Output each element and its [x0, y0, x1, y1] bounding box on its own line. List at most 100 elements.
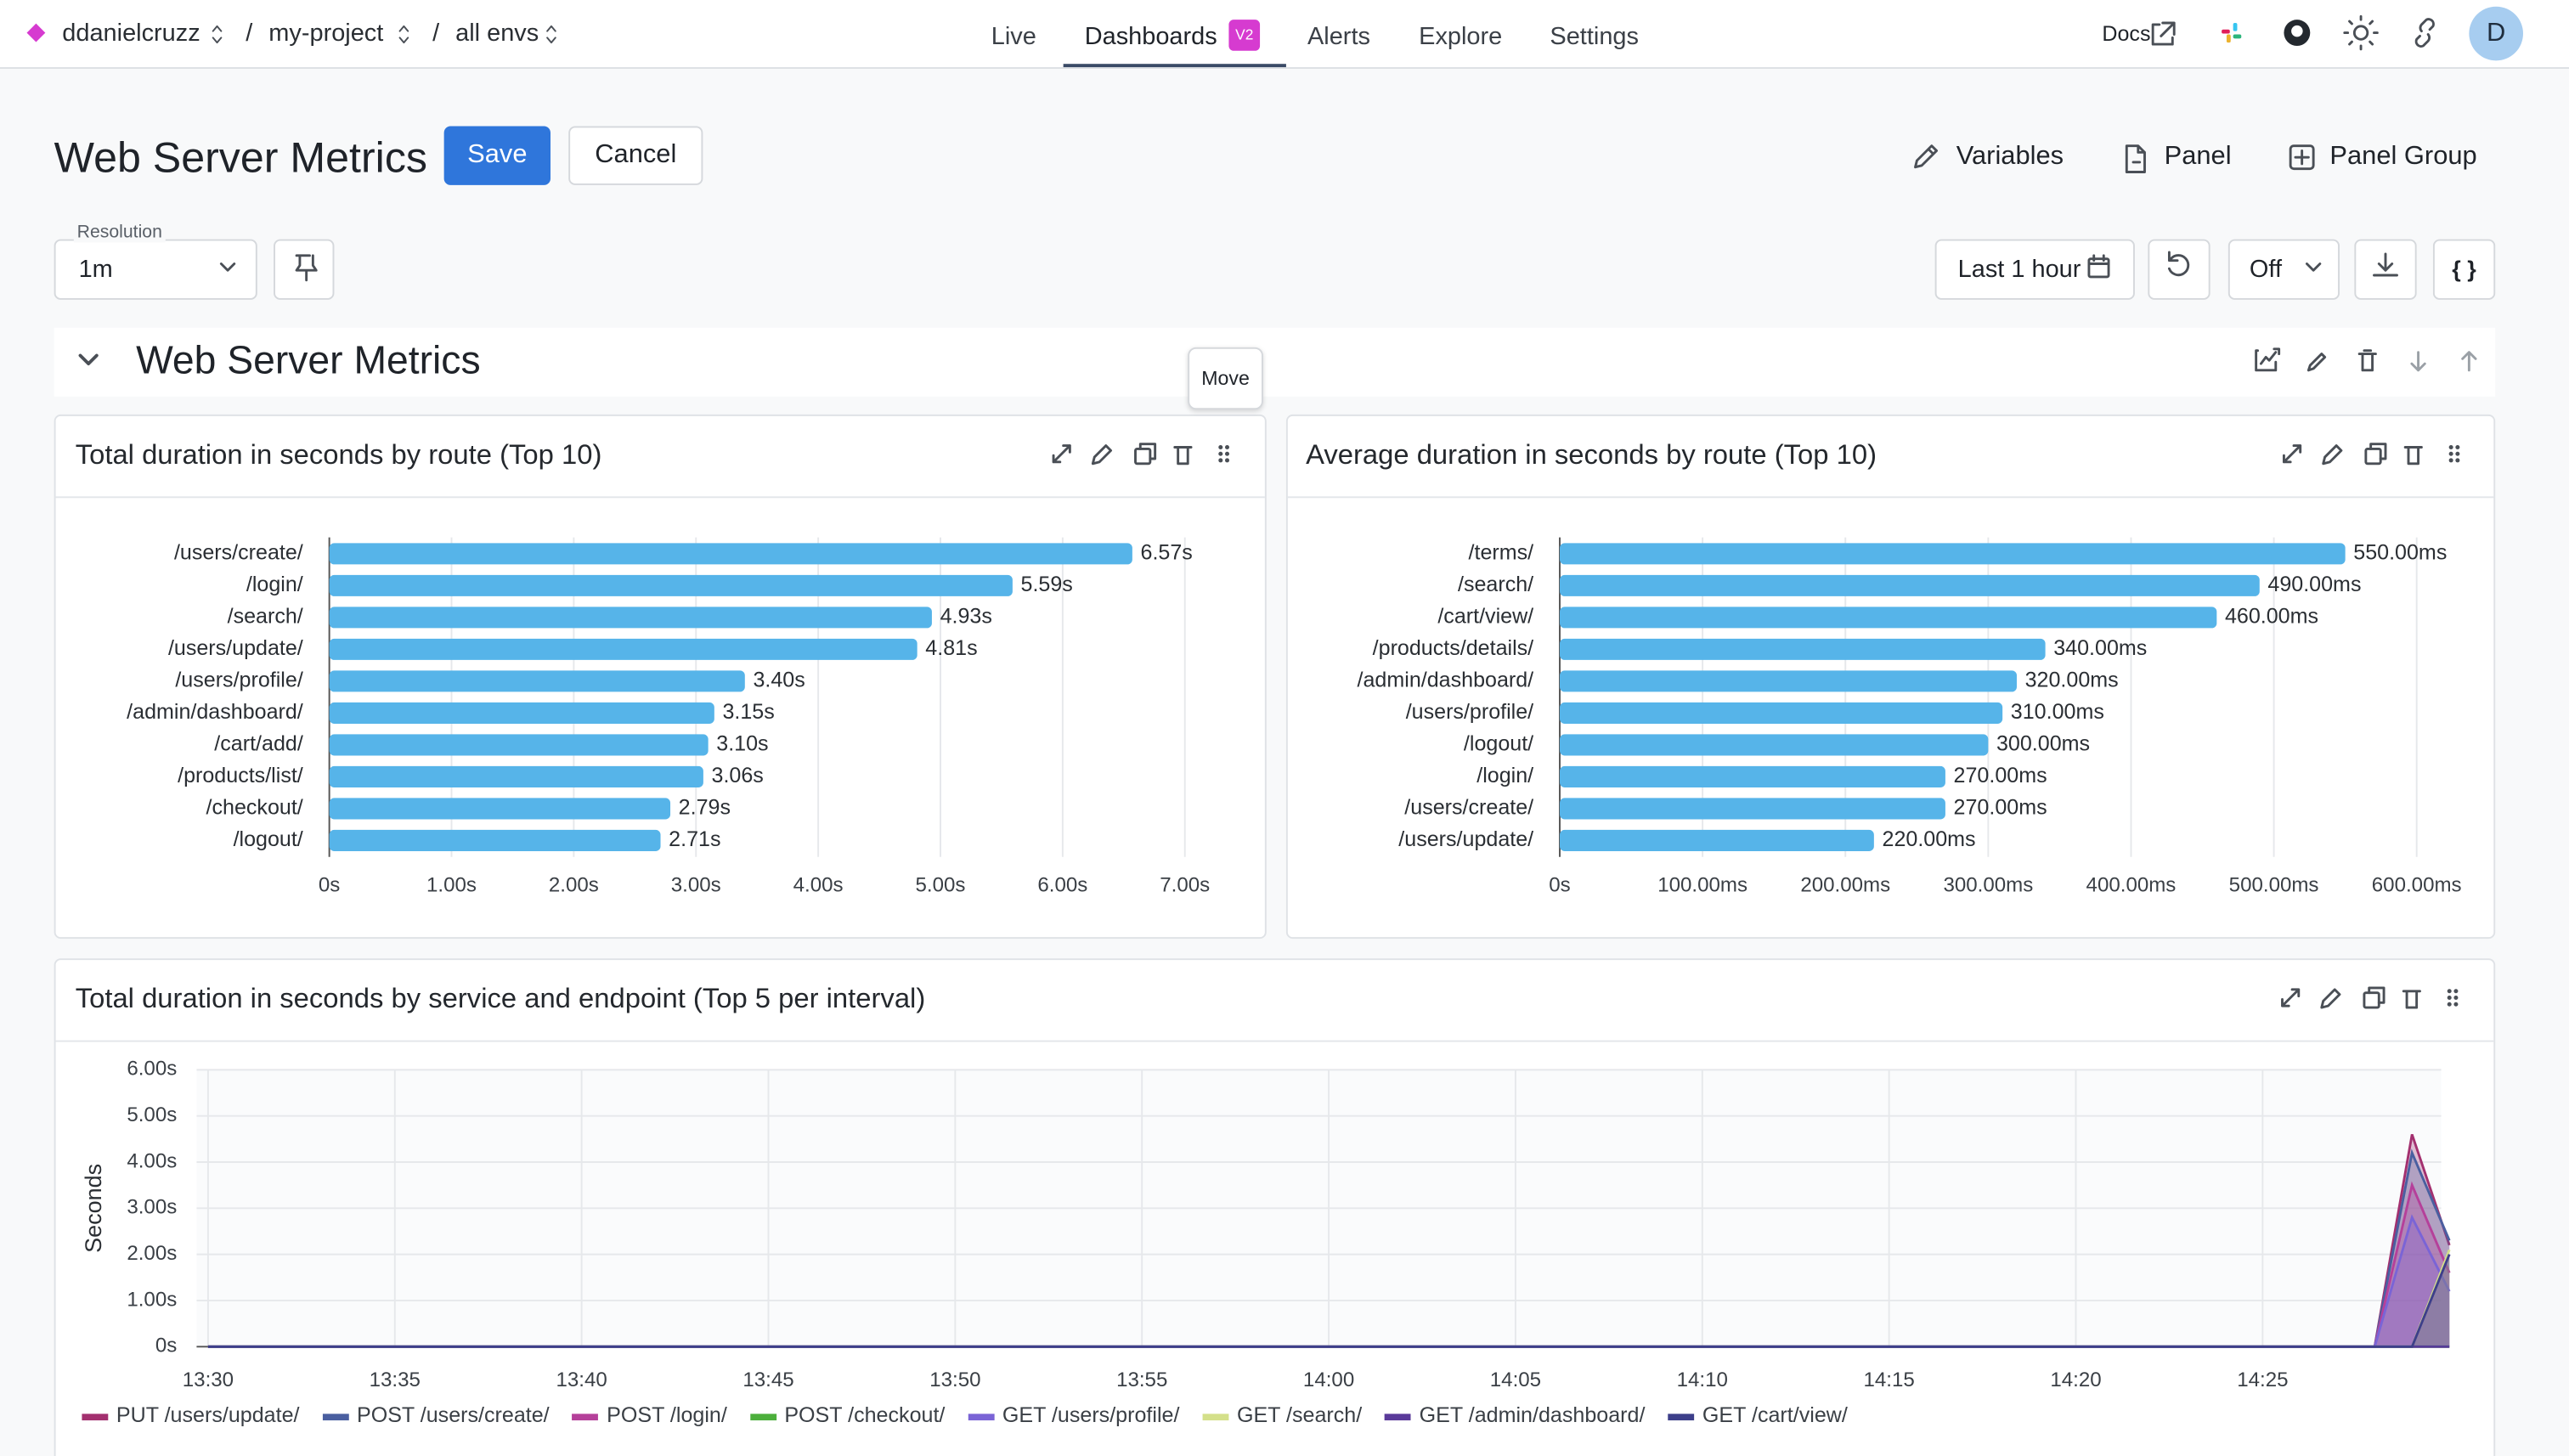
- bar: [1559, 798, 1945, 820]
- refresh-button[interactable]: [2148, 239, 2210, 300]
- y-tick-label: /login/: [246, 573, 303, 596]
- legend-item[interactable]: GET /admin/dashboard/: [1385, 1402, 1645, 1427]
- legend: PUT /users/update/POST /users/create/POS…: [82, 1402, 1848, 1427]
- legend-swatch: [968, 1413, 995, 1420]
- legend-label: GET /search/: [1236, 1402, 1363, 1427]
- drag-handle[interactable]: [2455, 458, 2460, 463]
- nav-icons[interactable]: [2130, 0, 2523, 67]
- data-label: 6.57s: [1141, 540, 1193, 564]
- drag-handle[interactable]: [2447, 995, 2452, 1001]
- tab-active[interactable]: Dashboards: [1084, 22, 1217, 51]
- tab[interactable]: Explore: [1419, 22, 1503, 51]
- legend-item[interactable]: POST /login/: [572, 1402, 727, 1427]
- json-button[interactable]: { }: [2432, 239, 2496, 300]
- logo[interactable]: [26, 23, 46, 42]
- drag-handle[interactable]: [2453, 995, 2459, 1001]
- legend-item[interactable]: GET /cart/view/: [1668, 1402, 1848, 1427]
- bar: [1559, 702, 2003, 724]
- legend-item[interactable]: POST /checkout/: [749, 1402, 945, 1427]
- data-label: 490.00ms: [2267, 573, 2361, 596]
- drag-handle[interactable]: [2448, 451, 2453, 456]
- legend-label: POST /login/: [607, 1402, 727, 1427]
- y-tick-label: /users/update/: [168, 636, 303, 660]
- drag-handle[interactable]: [1218, 444, 1223, 450]
- drag-handle[interactable]: [2453, 989, 2459, 994]
- env-switcher[interactable]: all envs: [455, 20, 539, 48]
- bar: [1559, 765, 1945, 787]
- data-label: 320.00ms: [2025, 669, 2119, 692]
- data-label: 3.10s: [716, 732, 768, 756]
- bar: [329, 670, 745, 692]
- drag-handle[interactable]: [2455, 444, 2460, 450]
- y-tick-label: 2.00s: [127, 1242, 177, 1265]
- tab[interactable]: Live: [991, 22, 1036, 51]
- bar: [329, 543, 1132, 565]
- save-button[interactable]: Save: [443, 126, 550, 185]
- legend-item[interactable]: PUT /users/update/: [82, 1402, 299, 1427]
- data-label: 2.79s: [679, 796, 731, 820]
- x-tick-label: 14:05: [1490, 1369, 1541, 1391]
- drag-handle[interactable]: [2447, 1002, 2452, 1007]
- y-tick-label: /products/list/: [178, 764, 303, 787]
- project-switcher[interactable]: my-project: [268, 20, 384, 48]
- data-label: 550.00ms: [2353, 540, 2447, 564]
- data-label: 5.59s: [1021, 573, 1073, 596]
- avatar[interactable]: D: [2469, 6, 2523, 61]
- x-tick-label: 14:15: [1863, 1369, 1914, 1391]
- drag-handle[interactable]: [2453, 1002, 2459, 1007]
- bar: [329, 829, 661, 851]
- divider: [55, 496, 1265, 499]
- docs-link[interactable]: Docs: [2102, 21, 2151, 46]
- field-label: Resolution: [73, 223, 166, 243]
- drag-handle[interactable]: [2448, 444, 2453, 450]
- variables-button[interactable]: Variables: [1956, 142, 2064, 171]
- legend-item[interactable]: GET /users/profile/: [968, 1402, 1179, 1427]
- x-tick-label: 13:30: [183, 1369, 234, 1391]
- y-tick-label: /users/profile/: [1406, 700, 1533, 724]
- panel-action-icons[interactable]: [2281, 986, 2421, 1009]
- panel-group-button[interactable]: Panel Group: [2329, 142, 2477, 171]
- refresh-interval[interactable]: [2227, 239, 2340, 300]
- drag-handle[interactable]: [2447, 989, 2452, 994]
- x-tick-label: 300.00ms: [1943, 874, 2033, 897]
- time-range: Last 1 hour: [1957, 255, 2081, 284]
- bar: [1559, 829, 1874, 851]
- separator: /: [246, 20, 253, 48]
- org-switcher[interactable]: ddanielcruzz: [62, 20, 200, 48]
- panel-button[interactable]: Panel: [2164, 142, 2232, 171]
- drag-handle[interactable]: [1224, 444, 1230, 450]
- y-tick-label: /cart/view/: [1437, 605, 1533, 629]
- legend-item[interactable]: GET /search/: [1202, 1402, 1362, 1427]
- x-tick-label: 1.00s: [426, 874, 477, 897]
- data-label: 270.00ms: [1954, 796, 2047, 820]
- legend-item[interactable]: POST /users/create/: [322, 1402, 550, 1427]
- drag-handle[interactable]: [1218, 458, 1223, 463]
- x-tick-label: 14:10: [1677, 1369, 1728, 1391]
- drag-handle[interactable]: [2455, 451, 2460, 456]
- drag-handle[interactable]: [1224, 451, 1230, 456]
- tab[interactable]: Settings: [1550, 22, 1639, 51]
- tab[interactable]: Alerts: [1307, 22, 1370, 51]
- legend-swatch: [1385, 1413, 1412, 1420]
- y-tick-label: /admin/dashboard/: [127, 700, 303, 724]
- drag-handle[interactable]: [1224, 458, 1230, 463]
- tooltip: Move: [1188, 347, 1263, 410]
- panel-action-icons[interactable]: [2282, 443, 2423, 466]
- y-tick-label: 5.00s: [127, 1103, 177, 1126]
- time-range-select[interactable]: [1934, 239, 2135, 300]
- legend-label: PUT /users/update/: [116, 1402, 300, 1427]
- bar: [329, 734, 709, 756]
- panel-action-icons[interactable]: [1052, 443, 1193, 466]
- badge: V2: [1228, 20, 1261, 51]
- cancel-button[interactable]: Cancel: [568, 126, 703, 185]
- data-label: 310.00ms: [2011, 700, 2104, 724]
- y-tick-label: /cart/add/: [214, 732, 303, 756]
- legend-label: GET /admin/dashboard/: [1419, 1402, 1646, 1427]
- drag-handle[interactable]: [1218, 451, 1223, 456]
- legend-swatch: [1668, 1413, 1695, 1420]
- drag-handle[interactable]: [2448, 458, 2453, 463]
- group-icons[interactable]: [54, 328, 2496, 397]
